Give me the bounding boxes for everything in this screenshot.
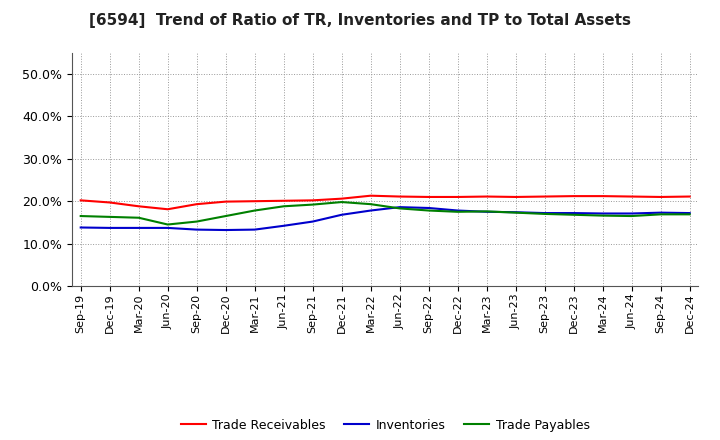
Trade Receivables (657, 194, 665, 200)
Inventories (308, 219, 317, 224)
Trade Payables (105, 214, 114, 220)
Inventories (482, 209, 491, 214)
Trade Receivables (570, 194, 578, 199)
Trade Receivables (395, 194, 404, 199)
Inventories (251, 227, 259, 232)
Inventories (163, 225, 172, 231)
Trade Receivables (105, 200, 114, 205)
Trade Payables (657, 212, 665, 217)
Inventories (395, 205, 404, 210)
Inventories (511, 209, 520, 215)
Trade Payables (221, 213, 230, 219)
Inventories (105, 225, 114, 231)
Inventories (221, 227, 230, 233)
Line: Trade Receivables: Trade Receivables (81, 196, 690, 209)
Trade Receivables (541, 194, 549, 199)
Trade Receivables (338, 196, 346, 201)
Trade Payables (598, 213, 607, 218)
Line: Inventories: Inventories (81, 207, 690, 230)
Trade Payables (163, 222, 172, 227)
Trade Payables (192, 219, 201, 224)
Inventories (135, 225, 143, 231)
Trade Receivables (685, 194, 694, 199)
Trade Receivables (511, 194, 520, 200)
Legend: Trade Receivables, Inventories, Trade Payables: Trade Receivables, Inventories, Trade Pa… (176, 414, 595, 436)
Inventories (541, 210, 549, 216)
Trade Receivables (251, 198, 259, 204)
Inventories (570, 210, 578, 216)
Trade Receivables (135, 204, 143, 209)
Trade Payables (76, 213, 85, 219)
Trade Payables (251, 208, 259, 213)
Inventories (685, 210, 694, 216)
Inventories (192, 227, 201, 232)
Trade Payables (366, 202, 375, 207)
Inventories (338, 212, 346, 217)
Trade Receivables (163, 207, 172, 212)
Trade Payables (308, 202, 317, 207)
Inventories (657, 210, 665, 215)
Trade Payables (685, 212, 694, 217)
Inventories (76, 225, 85, 230)
Trade Receivables (598, 194, 607, 199)
Trade Payables (424, 208, 433, 213)
Trade Receivables (424, 194, 433, 200)
Trade Receivables (279, 198, 288, 203)
Line: Trade Payables: Trade Payables (81, 202, 690, 224)
Trade Payables (338, 199, 346, 205)
Inventories (627, 211, 636, 216)
Inventories (454, 208, 462, 213)
Trade Payables (627, 213, 636, 219)
Trade Receivables (482, 194, 491, 199)
Trade Payables (541, 211, 549, 216)
Trade Receivables (366, 193, 375, 198)
Trade Receivables (76, 198, 85, 203)
Trade Receivables (192, 202, 201, 207)
Inventories (598, 211, 607, 216)
Trade Payables (482, 209, 491, 214)
Trade Payables (279, 204, 288, 209)
Inventories (424, 205, 433, 211)
Inventories (279, 223, 288, 228)
Text: [6594]  Trend of Ratio of TR, Inventories and TP to Total Assets: [6594] Trend of Ratio of TR, Inventories… (89, 13, 631, 28)
Trade Payables (135, 215, 143, 220)
Trade Payables (570, 212, 578, 217)
Trade Receivables (454, 194, 462, 200)
Trade Payables (511, 210, 520, 215)
Inventories (366, 208, 375, 213)
Trade Receivables (308, 198, 317, 203)
Trade Receivables (221, 199, 230, 204)
Trade Receivables (627, 194, 636, 199)
Trade Payables (395, 206, 404, 211)
Trade Payables (454, 209, 462, 214)
